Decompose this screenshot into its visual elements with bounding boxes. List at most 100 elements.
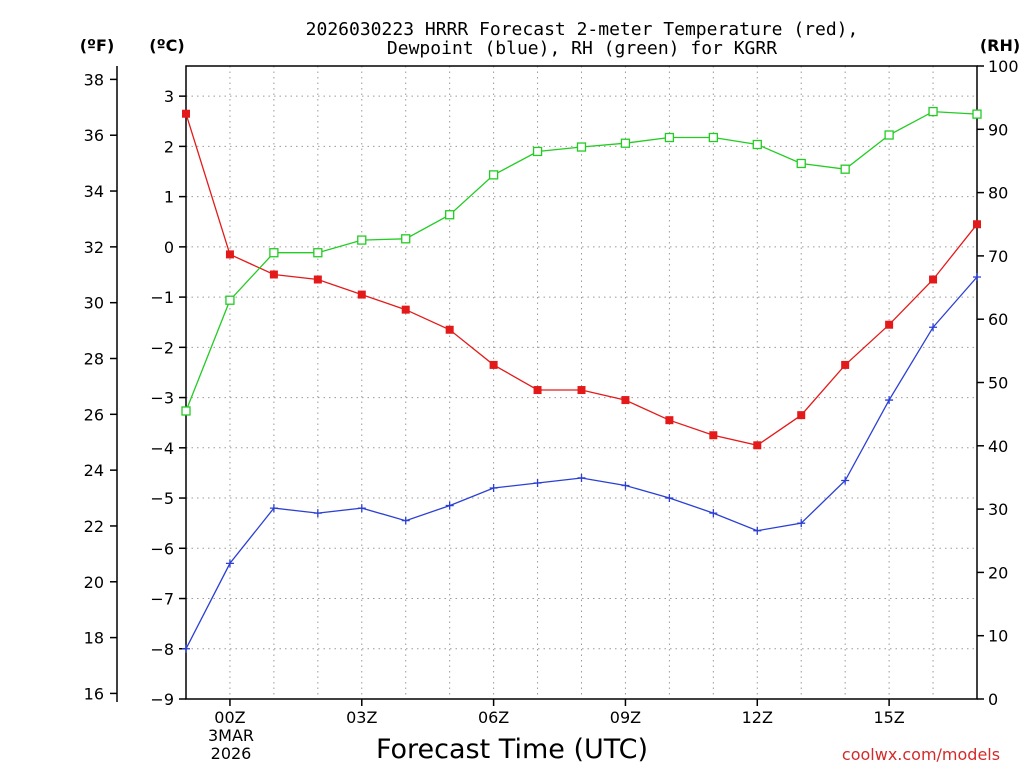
rh-point [181,406,191,416]
x-axis-title: Forecast Time (UTC) [376,734,648,765]
fahrenheit-tick-label: 38 [84,70,104,89]
rh-point [972,109,982,119]
fahrenheit-tick-label: 24 [84,461,104,480]
time-tick-label: 09Z [610,708,641,727]
celsius-tick-label: −6 [150,539,174,558]
celsius-tick-label: −7 [150,590,174,609]
dewpoint-point [753,526,762,535]
dewpoint-point [973,273,981,281]
dewpoint-point [489,484,498,492]
dewpoint-series [182,273,981,653]
celsius-tick-label: −3 [150,389,174,408]
rh-point [313,248,323,258]
dewpoint-point [401,516,410,525]
dewpoint-point [313,509,322,518]
date-label-year: 2026 [211,744,252,763]
rh-point [840,164,850,174]
temperature-series [182,109,981,450]
rh-point [532,146,543,157]
celsius-tick-label: −8 [150,640,174,659]
rh-tick-label: 50 [988,374,1008,393]
fahrenheit-tick-label: 34 [84,182,104,201]
temperature-point [929,275,938,284]
celsius-tick-label: 1 [164,188,174,207]
dewpoint-point [621,481,630,490]
time-tick-label: 00Z [214,708,245,727]
fahrenheit-tick-label: 26 [84,405,104,424]
rh-axis-unit: (RH) [980,36,1020,55]
celsius-tick-label: 2 [164,137,174,156]
dewpoint-point [182,644,190,653]
temperature-point [709,431,718,440]
rh-tick-label: 20 [988,563,1008,582]
rh-point [488,170,499,180]
celsius-tick-label: −2 [150,338,174,357]
chart-title-line-1: 2026030223 HRRR Forecast 2-meter Tempera… [306,19,859,40]
fahrenheit-tick-label: 30 [84,294,104,313]
celsius-axis: 3 2 1 0 −1 −2 −3 −4 −5 −6 −7 −8 −9 [150,87,186,709]
time-tick-label: 15Z [873,708,904,727]
dewpoint-point [269,504,278,513]
rh-point [357,235,367,245]
source-credit: coolwx.com/models [842,745,1000,764]
rh-point [752,139,762,150]
temperature-point [269,270,278,279]
rh-point [576,142,587,152]
dewpoint-point [225,559,234,568]
rh-tick-label: 0 [988,690,998,709]
temperature-point [445,325,454,334]
temperature-point [489,360,498,369]
time-axis: 00Z 03Z 06Z 09Z 12Z 15Z [214,699,905,727]
rh-series [181,106,982,416]
celsius-axis-unit: (ºC) [149,36,184,55]
fahrenheit-tick-label: 18 [84,629,104,648]
temperature-point [665,416,674,425]
dewpoint-point [929,323,938,332]
rh-tick-label: 40 [988,437,1008,456]
celsius-tick-label: −9 [150,690,174,709]
rh-point [796,158,806,169]
rh-point [269,248,279,258]
gridlines [186,66,978,700]
celsius-tick-label: 0 [164,238,174,257]
celsius-tick-label: −4 [150,439,174,458]
fahrenheit-axis-unit: (ºF) [80,36,115,55]
temperature-point [577,386,586,395]
time-tick-label: 06Z [478,708,509,727]
time-tick-label: 03Z [346,708,377,727]
rh-tick-label: 70 [988,247,1008,266]
temperature-point [533,386,542,395]
temperature-point [973,220,981,229]
rh-point [884,130,894,140]
rh-tick-label: 60 [988,310,1008,329]
temperature-point [753,441,762,450]
dewpoint-point [357,504,366,513]
rh-tick-label: 90 [988,120,1008,139]
rh-point [225,295,235,305]
data-series [181,106,982,653]
dewpoint-point [885,396,894,405]
rh-point [928,106,938,117]
temperature-point [182,109,190,118]
dewpoint-point [841,476,850,485]
temperature-line [185,113,978,446]
rh-tick-label: 10 [988,627,1008,646]
fahrenheit-tick-label: 22 [84,517,104,536]
fahrenheit-tick-label: 36 [84,126,104,145]
temperature-point [797,411,806,420]
time-tick-label: 12Z [742,708,773,727]
dewpoint-point [445,501,454,510]
chart-title-line-2: Dewpoint (blue), RH (green) for KGRR [387,38,777,59]
fahrenheit-tick-label: 32 [84,238,104,257]
celsius-tick-label: −1 [150,288,174,307]
rh-point [445,210,455,220]
rh-tick-label: 30 [988,500,1008,519]
temperature-point [621,396,630,405]
temperature-point [885,320,894,329]
rh-line [185,110,978,412]
temperature-point [313,275,322,284]
rh-tick-label: 100 [988,57,1019,76]
temperature-point [401,305,410,314]
